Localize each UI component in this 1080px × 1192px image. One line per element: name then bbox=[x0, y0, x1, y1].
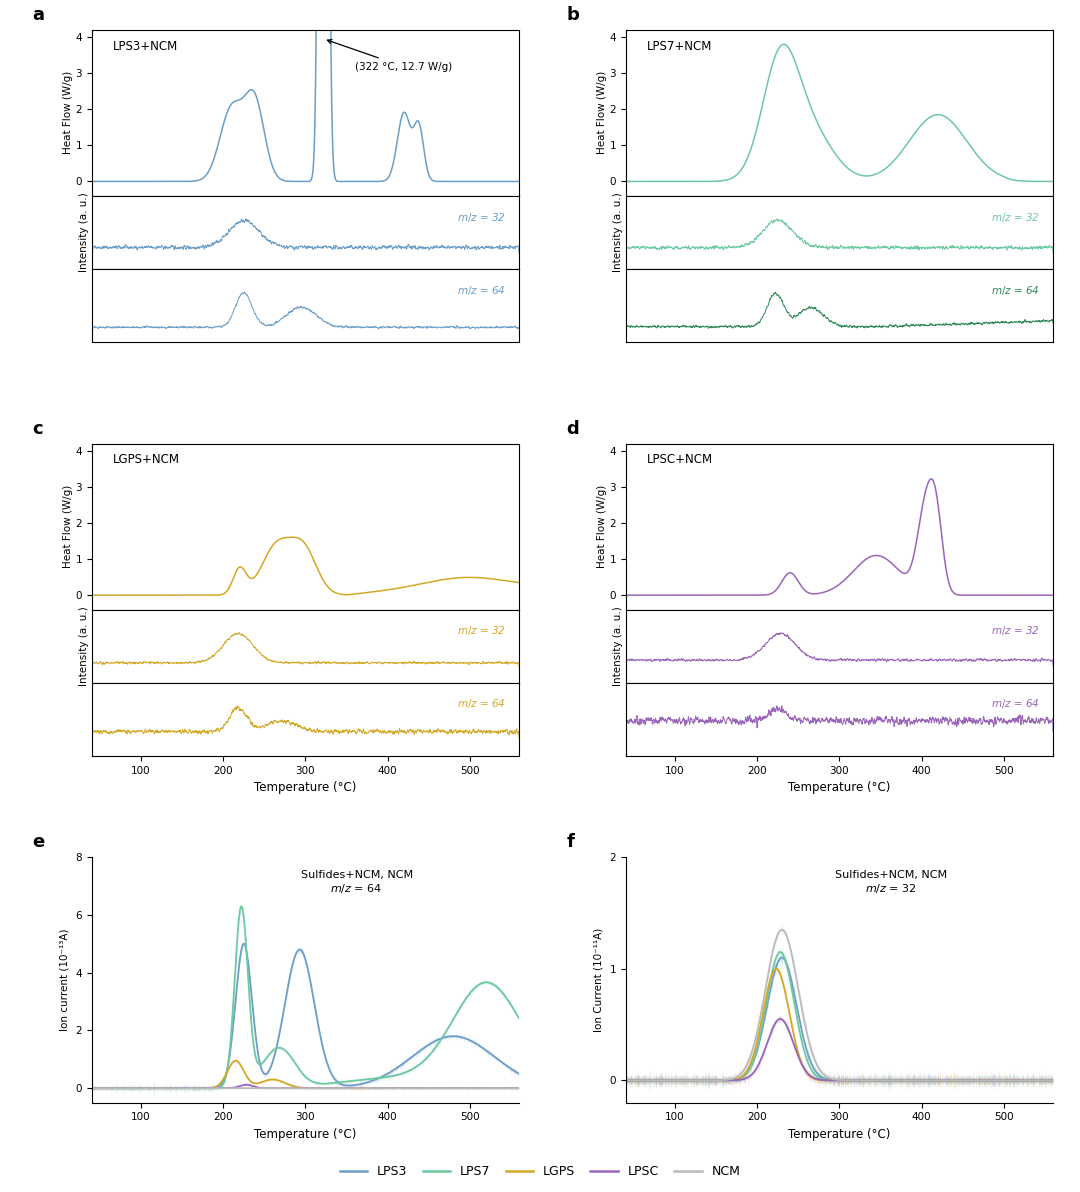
Text: $m/z$ = 32: $m/z$ = 32 bbox=[991, 625, 1040, 638]
Y-axis label: Heat Flow (W/g): Heat Flow (W/g) bbox=[63, 72, 72, 155]
Text: $m/z$ = 32: $m/z$ = 32 bbox=[457, 625, 507, 638]
Text: a: a bbox=[32, 6, 44, 24]
Text: $m/z$ = 64: $m/z$ = 64 bbox=[458, 697, 507, 710]
Text: e: e bbox=[32, 833, 44, 851]
Text: $m/z$ = 64: $m/z$ = 64 bbox=[991, 697, 1040, 710]
Text: (322 °C, 12.7 W/g): (322 °C, 12.7 W/g) bbox=[327, 39, 451, 72]
Text: c: c bbox=[32, 420, 43, 437]
Text: Sulfides+NCM, NCM
$m/z$ = 32: Sulfides+NCM, NCM $m/z$ = 32 bbox=[835, 869, 947, 894]
Text: LGPS+NCM: LGPS+NCM bbox=[113, 453, 180, 466]
Text: d: d bbox=[566, 420, 579, 437]
Y-axis label: Ion current (10⁻¹³A): Ion current (10⁻¹³A) bbox=[59, 929, 70, 1031]
Text: LPSC+NCM: LPSC+NCM bbox=[647, 453, 713, 466]
Y-axis label: Ion Current (10⁻¹¹A): Ion Current (10⁻¹¹A) bbox=[594, 927, 604, 1032]
Y-axis label: Heat Flow (W/g): Heat Flow (W/g) bbox=[63, 485, 72, 569]
Text: $m/z$ = 64: $m/z$ = 64 bbox=[991, 284, 1040, 297]
Text: $m/z$ = 32: $m/z$ = 32 bbox=[457, 211, 507, 224]
Y-axis label: Intensity (a. u.): Intensity (a. u.) bbox=[613, 607, 623, 687]
Legend: LPS3, LPS7, LGPS, LPSC, NCM: LPS3, LPS7, LGPS, LPSC, NCM bbox=[335, 1160, 745, 1184]
Text: LPS7+NCM: LPS7+NCM bbox=[647, 39, 713, 52]
Y-axis label: Heat Flow (W/g): Heat Flow (W/g) bbox=[596, 72, 607, 155]
X-axis label: Temperature (°C): Temperature (°C) bbox=[254, 781, 356, 794]
Text: b: b bbox=[566, 6, 579, 24]
X-axis label: Temperature (°C): Temperature (°C) bbox=[788, 781, 891, 794]
Text: f: f bbox=[566, 833, 575, 851]
Y-axis label: Intensity (a. u.): Intensity (a. u.) bbox=[79, 193, 89, 272]
Y-axis label: Intensity (a. u.): Intensity (a. u.) bbox=[79, 607, 89, 687]
X-axis label: Temperature (°C): Temperature (°C) bbox=[788, 1128, 891, 1141]
Y-axis label: Heat Flow (W/g): Heat Flow (W/g) bbox=[596, 485, 607, 569]
Text: Sulfides+NCM, NCM
$m/z$ = 64: Sulfides+NCM, NCM $m/z$ = 64 bbox=[300, 869, 413, 894]
Text: LPS3+NCM: LPS3+NCM bbox=[113, 39, 178, 52]
Text: $m/z$ = 32: $m/z$ = 32 bbox=[991, 211, 1040, 224]
X-axis label: Temperature (°C): Temperature (°C) bbox=[254, 1128, 356, 1141]
Text: $m/z$ = 64: $m/z$ = 64 bbox=[458, 284, 507, 297]
Y-axis label: Intensity (a. u.): Intensity (a. u.) bbox=[613, 193, 623, 272]
